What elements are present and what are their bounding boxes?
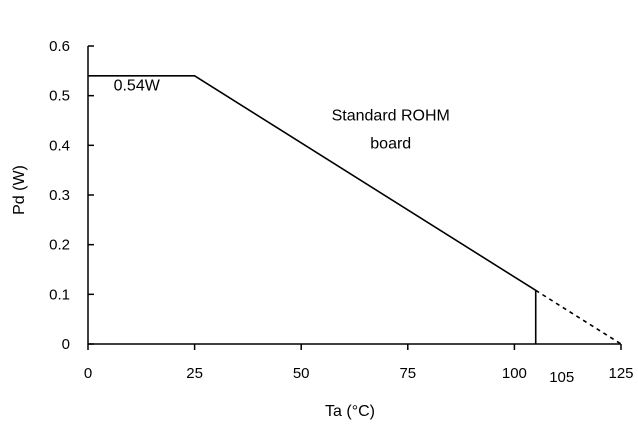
- y-tick-label: 0: [62, 336, 70, 353]
- y-axis-ticks: 0 0.1 0.2 0.3 0.4 0.5 0.6: [49, 38, 94, 353]
- board-annotation-line-2: board: [370, 135, 411, 152]
- y-tick-label: 0.6: [49, 38, 70, 55]
- board-annotation-line-1: Standard ROHM: [332, 107, 450, 124]
- y-tick-label: 0.3: [49, 187, 70, 204]
- cutoff-marker-label: 105: [549, 369, 574, 386]
- axes: [87, 46, 621, 345]
- x-tick-label: 75: [399, 365, 416, 382]
- series-layer: [88, 75, 622, 345]
- derating-line: [88, 75, 537, 292]
- x-tick-label: 25: [186, 365, 203, 382]
- y-tick-label: 0.2: [49, 237, 70, 254]
- y-tick-label: 0.4: [49, 137, 70, 154]
- y-axis-title: Pd (W): [11, 165, 28, 215]
- x-tick-label: 0: [84, 365, 92, 382]
- extrapolated-derating-line: [535, 289, 622, 345]
- x-tick-label: 125: [608, 365, 633, 382]
- x-tick-label: 100: [502, 365, 527, 382]
- y-tick-label: 0.5: [49, 88, 70, 105]
- y-tick-label: 0.1: [49, 286, 70, 303]
- max-power-annotation: 0.54W: [114, 78, 161, 95]
- x-tick-label: 50: [293, 365, 310, 382]
- marker-layer: 105: [534, 290, 574, 386]
- x-axis-ticks: 0 25 50 75 100 125: [84, 344, 634, 382]
- x-axis-title: Ta (°C): [325, 403, 375, 420]
